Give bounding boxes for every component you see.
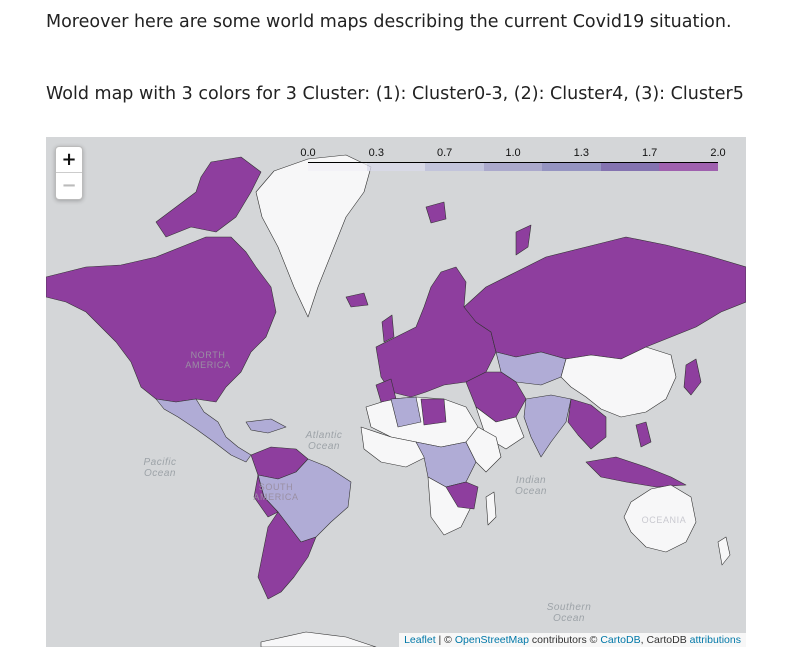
map-title: Wold map with 3 colors for 3 Cluster: (1… (46, 84, 744, 104)
ocean-label-atlantic: Atlantic Ocean (305, 430, 343, 452)
india[interactable] (523, 394, 572, 458)
osm-link[interactable]: OpenStreetMap (454, 634, 529, 646)
legend-swatch (483, 163, 543, 171)
mexico-central-america[interactable] (155, 398, 252, 463)
leaflet-link[interactable]: Leaflet (404, 634, 436, 646)
novaya-zemlya[interactable] (515, 224, 532, 256)
greenland[interactable] (255, 154, 372, 318)
libya[interactable] (420, 398, 447, 426)
china-mongolia[interactable] (560, 346, 677, 418)
zoom-in-button[interactable]: + (56, 147, 82, 173)
continent-label-north-america: NORTH AMERICA (185, 350, 231, 370)
canada-arctic-islands[interactable] (155, 156, 262, 238)
iceland[interactable] (345, 292, 369, 308)
argentina-chile[interactable] (257, 511, 317, 600)
intro-text: Moreover here are some world maps descri… (46, 12, 732, 32)
color-legend: 0.0 0.3 0.7 1.0 1.3 1.7 2.0 (300, 147, 726, 177)
southeast-asia[interactable] (567, 398, 607, 450)
peru-bolivia[interactable] (253, 474, 279, 518)
legend-swatch (366, 163, 426, 171)
attrib-sep: | © (435, 634, 455, 646)
madagascar[interactable] (485, 491, 497, 526)
legend-ticks: 0.0 0.3 0.7 1.0 1.3 1.7 2.0 (300, 147, 725, 161)
uk[interactable] (381, 314, 395, 343)
attrib-comma: , CartoDB (640, 634, 690, 646)
algeria[interactable] (390, 396, 422, 428)
attribution: Leaflet | © OpenStreetMap contributors ©… (399, 633, 746, 647)
attributions-link[interactable]: attributions (689, 634, 741, 646)
legend-axis (308, 162, 718, 163)
legend-swatch (308, 163, 367, 171)
legend-tick: 0.3 (368, 147, 384, 159)
southern-africa-c5[interactable] (445, 481, 479, 510)
ocean-label-southern: Southern Ocean (546, 602, 592, 624)
legend-tick: 1.7 (642, 147, 658, 159)
continent-label-south-america: SOUTH AMERICA (253, 482, 299, 502)
legend-tick: 1.0 (505, 147, 521, 159)
west-africa[interactable] (360, 426, 427, 468)
legend-swatch (600, 163, 660, 171)
philippines[interactable] (635, 421, 652, 448)
australia[interactable] (623, 484, 697, 553)
map-canvas[interactable] (46, 137, 746, 647)
legend-swatch (659, 163, 718, 171)
legend-tick: 1.3 (573, 147, 589, 159)
svalbard[interactable] (425, 201, 447, 224)
zoom-out-button[interactable]: − (61, 175, 77, 196)
legend-tick: 0.7 (437, 147, 453, 159)
japan[interactable] (683, 358, 702, 396)
indonesia[interactable] (585, 456, 687, 488)
russia[interactable] (463, 236, 746, 360)
caribbean[interactable] (245, 418, 287, 434)
new-zealand[interactable] (717, 536, 731, 566)
north-america[interactable] (46, 236, 277, 403)
east-africa[interactable] (465, 426, 502, 473)
central-africa[interactable] (415, 441, 477, 488)
ocean-label-pacific: Pacific Ocean (143, 457, 177, 479)
antarctica[interactable] (260, 631, 377, 647)
world-map[interactable]: Atlantic Ocean Pacific Ocean Indian Ocea… (46, 137, 746, 647)
legend-tick: 2.0 (710, 147, 726, 159)
attrib-contrib: contributors © (528, 634, 601, 646)
zoom-control: + − (55, 146, 83, 200)
legend-tick: 0.0 (300, 147, 316, 159)
legend-swatch (542, 163, 601, 171)
legend-swatch (425, 163, 484, 171)
ocean-label-indian: Indian Ocean (515, 475, 547, 497)
cartodb-link[interactable]: CartoDB (600, 634, 641, 646)
continent-label-oceania: OCEANIA (641, 515, 687, 525)
